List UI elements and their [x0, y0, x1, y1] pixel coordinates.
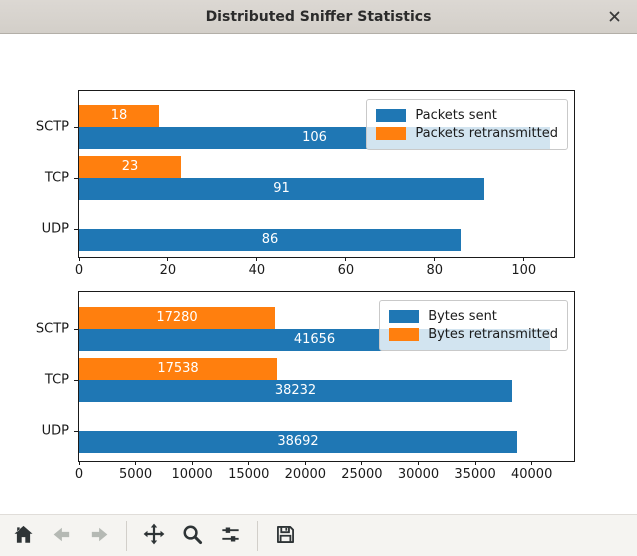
y-axis-label: SCTP: [35, 321, 69, 337]
legend-label: Packets sent: [415, 108, 497, 123]
x-tick-label: 40: [248, 263, 266, 278]
bar-retransmitted: [79, 156, 181, 178]
bar-sent: [79, 229, 461, 251]
pan-button[interactable]: [137, 519, 171, 553]
legend-entry: Bytes retransmitted: [389, 327, 558, 342]
x-tick-label: 20: [159, 263, 177, 278]
y-tick-mark: [74, 178, 78, 179]
x-tick-mark: [248, 461, 250, 465]
y-tick-mark: [74, 380, 78, 381]
x-tick-mark: [167, 257, 169, 261]
x-tick-label: 5000: [119, 467, 153, 482]
forward-icon: [88, 523, 111, 550]
pan-icon: [142, 522, 166, 550]
x-tick-mark: [434, 257, 436, 261]
legend: Packets sent Packets retransmitted: [366, 99, 568, 150]
save-icon: [274, 523, 297, 550]
legend-entry: Packets retransmitted: [376, 126, 558, 141]
y-tick-mark: [74, 431, 78, 432]
close-button[interactable]: [599, 0, 629, 33]
bar-sent: [79, 380, 512, 402]
y-tick-mark: [74, 127, 78, 128]
titlebar[interactable]: Distributed Sniffer Statistics: [0, 0, 637, 34]
x-tick-mark: [191, 461, 193, 465]
save-button[interactable]: [268, 519, 302, 553]
legend-swatch: [389, 310, 420, 323]
legend-label: Packets retransmitted: [415, 126, 558, 141]
x-tick-label: 40000: [510, 467, 553, 482]
toolbar-separator: [257, 521, 258, 551]
x-tick-label: 100: [511, 263, 537, 278]
x-tick-mark: [345, 257, 347, 261]
home-button[interactable]: [6, 519, 40, 553]
x-tick-label: 0: [74, 467, 84, 482]
bytes-chart[interactable]: SCTP 41656 17280 TCP 38232 17538 UDP 38692 0 5000…: [36, 291, 575, 482]
legend: Bytes sent Bytes retransmitted: [379, 300, 568, 351]
x-tick-mark: [78, 461, 80, 465]
home-icon: [12, 523, 35, 550]
x-tick-label: 80: [426, 263, 444, 278]
x-tick-mark: [531, 461, 533, 465]
bar-retransmitted: [79, 105, 159, 127]
x-tick-label: 25000: [341, 467, 383, 482]
legend-label: Bytes retransmitted: [428, 327, 558, 342]
x-tick-label: 35000: [454, 467, 496, 482]
legend-label: Bytes sent: [428, 309, 497, 324]
x-tick-label: 10000: [171, 467, 213, 482]
bar-sent: [79, 178, 484, 200]
y-tick-mark: [74, 229, 78, 230]
y-axis-label: SCTP: [35, 119, 69, 135]
legend-entry: Packets sent: [376, 108, 558, 123]
x-tick-label: 15000: [228, 467, 270, 482]
x-tick-label: 20000: [284, 467, 327, 482]
window-title: Distributed Sniffer Statistics: [205, 8, 432, 25]
y-axis-label: UDP: [41, 221, 69, 237]
packets-chart[interactable]: SCTP 106 18 TCP 91 23 UDP 86 0 20 40 60 80 100 Packets…: [36, 90, 575, 278]
x-tick-mark: [78, 257, 80, 261]
x-tick-label: 0: [74, 263, 84, 278]
legend-swatch: [376, 109, 407, 122]
toolbar-separator: [126, 521, 127, 551]
y-axis-label: TCP: [44, 170, 69, 186]
matplotlib-toolbar: [0, 514, 637, 556]
x-tick-label: 30000: [397, 467, 440, 482]
subplots-icon: [219, 523, 242, 550]
close-icon: [609, 11, 620, 22]
x-tick-mark: [304, 461, 306, 465]
bar-retransmitted: [79, 307, 275, 329]
legend-entry: Bytes sent: [389, 309, 558, 324]
bar-retransmitted: [79, 358, 277, 380]
x-tick-mark: [418, 461, 419, 465]
back-icon: [50, 523, 73, 550]
y-tick-mark: [74, 329, 78, 330]
x-tick-mark: [256, 257, 258, 261]
bar-sent: [79, 431, 517, 453]
x-tick-mark: [523, 257, 525, 261]
configure-subplots-button[interactable]: [213, 519, 247, 553]
zoom-button[interactable]: [175, 519, 209, 553]
back-button[interactable]: [44, 519, 78, 553]
zoom-icon: [181, 523, 204, 550]
forward-button[interactable]: [82, 519, 116, 553]
x-tick-label: 60: [337, 263, 355, 278]
y-axis-label: UDP: [41, 423, 69, 439]
x-tick-mark: [135, 461, 137, 465]
legend-swatch: [389, 328, 420, 341]
legend-swatch: [376, 127, 407, 140]
x-tick-mark: [361, 461, 363, 465]
y-axis-label: TCP: [44, 372, 69, 388]
figure-canvas[interactable]: SCTP 106 18 TCP 91 23 UDP 86 0 20 40 60 80 100 Packets…: [0, 34, 637, 514]
x-tick-mark: [474, 461, 476, 465]
